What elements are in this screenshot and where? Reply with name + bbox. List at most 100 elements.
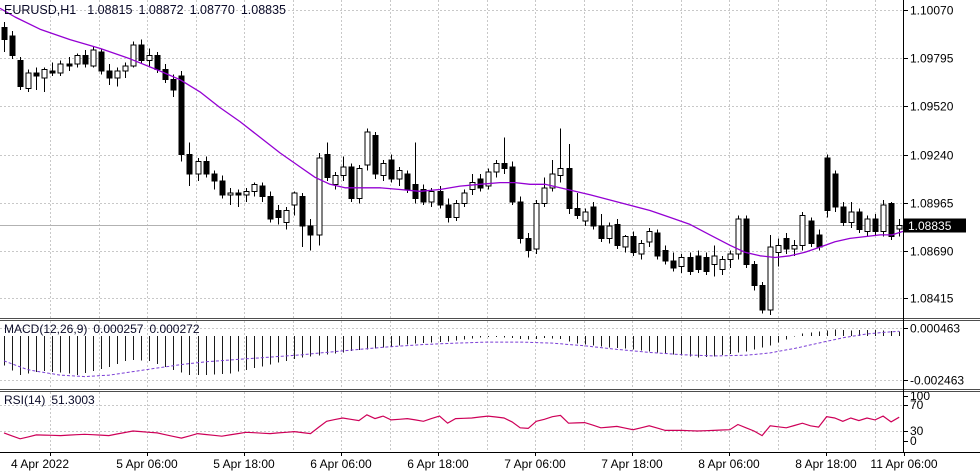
candle-body (283, 209, 290, 224)
candle-body (751, 264, 758, 286)
low-value: 1.08770 (189, 3, 235, 17)
candle-body (574, 208, 581, 217)
candle-body (598, 225, 605, 239)
candle-body (678, 257, 685, 267)
rsi-axis-label: 30 (910, 424, 924, 438)
candle-body (501, 162, 508, 170)
candle-body (557, 168, 564, 177)
candle-body (566, 168, 573, 210)
candle-body (114, 70, 121, 79)
macd-signal-line (3, 330, 900, 378)
time-axis-label: 7 Apr 06:00 (504, 457, 566, 471)
open-value: 1.08815 (87, 3, 133, 17)
price-axis-label: 1.09240 (910, 149, 954, 163)
rsi-line (3, 414, 900, 440)
candle-body (372, 135, 379, 175)
candle-body (307, 225, 314, 236)
candle-body (759, 284, 766, 311)
candle-body (49, 70, 56, 74)
candle-body (896, 224, 903, 230)
rsi-label: RSI(14) (4, 393, 46, 407)
time-axis-label: 4 Apr 2022 (11, 457, 69, 471)
candle-body (170, 79, 177, 91)
candle-body (469, 182, 476, 191)
candle-body (767, 246, 774, 311)
candle-body (638, 243, 645, 255)
candle-body (154, 54, 161, 70)
candle-body (832, 173, 839, 208)
candle-body (251, 183, 258, 192)
candle-body (348, 166, 355, 199)
candle-body (477, 178, 484, 189)
candle-body (203, 161, 210, 175)
candle-body (816, 234, 823, 248)
rsi-axis-label: 70 (910, 398, 924, 412)
candle-body (453, 202, 460, 218)
candle-body (428, 190, 435, 203)
candle-body (549, 173, 556, 189)
candle-body (332, 175, 339, 185)
rsi-axis-label: 0 (910, 434, 917, 448)
candle-body (146, 54, 153, 62)
candle-body (662, 250, 669, 262)
candle-body (178, 75, 185, 156)
candle-body (9, 35, 16, 56)
candle-body (445, 204, 452, 218)
macd-axis-label: 0.000463 (910, 322, 960, 336)
candle-body (654, 232, 661, 257)
candle-body (848, 211, 855, 224)
candle-body (130, 44, 137, 67)
price-axis-label: 1.08415 (910, 292, 954, 306)
price-axis-label: 1.09795 (910, 52, 954, 66)
candle-body (74, 54, 81, 65)
candle-body (219, 180, 226, 196)
price-axis-label: 1.08965 (910, 197, 954, 211)
candle-body (1, 26, 8, 41)
candle-body (799, 215, 806, 246)
candle-body (33, 72, 40, 77)
candle-body (235, 192, 242, 196)
macd-signal-value: 0.000272 (149, 322, 200, 336)
candle-body (437, 190, 444, 206)
candle-body (267, 196, 274, 220)
candle-body (138, 44, 145, 62)
candle-body (743, 218, 750, 266)
candle-body (420, 189, 427, 203)
candle-body (66, 63, 73, 67)
candle-body (485, 171, 492, 187)
candle-body (380, 162, 387, 177)
candle-body (98, 51, 105, 72)
candle-body (735, 218, 742, 255)
time-axis-label: 5 Apr 06:00 (116, 457, 178, 471)
candle-body (582, 211, 589, 222)
high-value: 1.08872 (138, 3, 184, 17)
candle-body (227, 192, 234, 196)
current-price-tag-label: 1.08835 (908, 219, 952, 233)
candle-body (888, 202, 895, 238)
close-value: 1.08835 (240, 3, 286, 17)
candle-body (703, 257, 710, 272)
candle-body (541, 187, 548, 204)
candle-body (864, 218, 871, 232)
symbol-timeframe: EURUSD,H1 (4, 3, 77, 17)
time-axis-label: 6 Apr 06:00 (310, 457, 372, 471)
candle-body (82, 54, 89, 65)
candle-body (186, 154, 193, 175)
macd-label: MACD(12,26,9) (4, 322, 88, 336)
candle-body (57, 63, 64, 74)
moving-average-line (0, 7, 904, 259)
candle-body (856, 211, 863, 231)
candle-body (808, 220, 815, 245)
price-axis-label: 1.09520 (910, 100, 954, 114)
candle-body (195, 161, 202, 175)
candle-body (614, 223, 621, 246)
candle-body (670, 260, 677, 269)
current-price-tag (904, 218, 966, 233)
candle-body (630, 236, 637, 253)
candle-body (824, 157, 831, 211)
candle-body (533, 202, 540, 250)
candle-body (646, 230, 653, 243)
candle-body (340, 166, 347, 177)
candle-body (872, 218, 879, 232)
